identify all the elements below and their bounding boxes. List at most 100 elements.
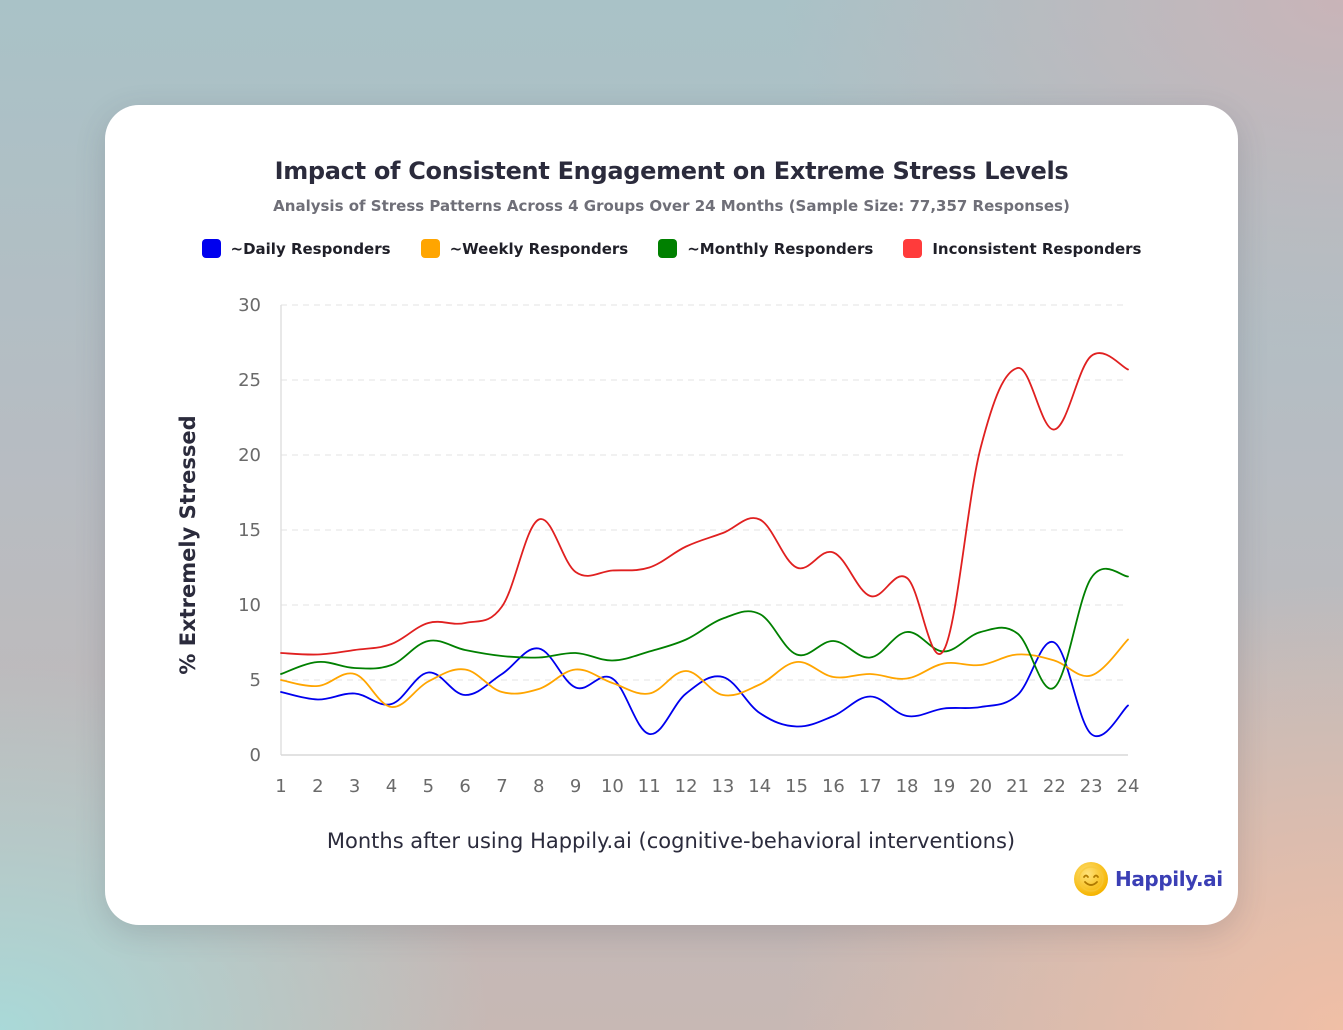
data-point bbox=[573, 650, 579, 656]
data-point bbox=[499, 689, 505, 695]
series-line-2 bbox=[280, 567, 1129, 690]
series-line-0 bbox=[280, 641, 1129, 738]
data-point bbox=[315, 683, 321, 689]
x-tick-label: 15 bbox=[785, 776, 808, 797]
data-point bbox=[425, 638, 431, 644]
data-point bbox=[941, 647, 947, 653]
y-axis-label: % Extremely Stressed bbox=[176, 415, 200, 674]
data-point bbox=[646, 691, 652, 697]
legend-label: ~Monthly Responders bbox=[687, 239, 874, 258]
y-tick-label: 30 bbox=[238, 295, 261, 316]
x-tick-label: 8 bbox=[533, 776, 544, 797]
y-tick-label: 20 bbox=[238, 445, 261, 466]
data-point bbox=[904, 713, 910, 719]
x-tick-label: 19 bbox=[932, 776, 955, 797]
x-tick-label: 11 bbox=[638, 776, 661, 797]
data-point bbox=[683, 668, 689, 674]
legend-swatch bbox=[903, 239, 923, 258]
x-tick-label: 7 bbox=[496, 776, 507, 797]
data-point bbox=[757, 710, 763, 716]
data-point bbox=[1015, 631, 1021, 637]
chart-subtitle: Analysis of Stress Patterns Across 4 Gro… bbox=[273, 197, 1070, 215]
data-point bbox=[278, 689, 284, 695]
legend-label: ~Weekly Responders bbox=[449, 239, 629, 258]
data-point bbox=[1088, 575, 1094, 581]
data-point bbox=[1015, 652, 1021, 658]
data-point bbox=[425, 679, 431, 685]
brand-logo: Happily.ai bbox=[1073, 861, 1223, 897]
data-point bbox=[1125, 703, 1131, 709]
data-point bbox=[646, 731, 652, 737]
data-point bbox=[536, 646, 542, 652]
y-tick-label: 10 bbox=[238, 595, 261, 616]
data-point bbox=[1125, 637, 1131, 643]
data-point bbox=[720, 616, 726, 622]
data-point bbox=[499, 604, 505, 610]
data-point bbox=[941, 661, 947, 667]
legend-item[interactable]: ~Weekly Responders bbox=[420, 239, 629, 258]
x-tick-label: 13 bbox=[711, 776, 734, 797]
data-point bbox=[646, 565, 652, 571]
data-point bbox=[1015, 692, 1021, 698]
data-point bbox=[536, 686, 542, 692]
data-point bbox=[757, 517, 763, 523]
data-point bbox=[388, 704, 394, 710]
series-line-3 bbox=[280, 352, 1129, 656]
data-point bbox=[978, 704, 984, 710]
data-point bbox=[1051, 640, 1057, 646]
data-point bbox=[757, 611, 763, 617]
grid-lines bbox=[281, 304, 1128, 681]
data-point bbox=[278, 677, 284, 683]
data-point bbox=[462, 620, 468, 626]
data-point bbox=[830, 713, 836, 719]
data-point bbox=[1051, 427, 1057, 433]
legend-item[interactable]: ~Daily Responders bbox=[201, 239, 391, 258]
legend-swatch bbox=[420, 239, 440, 258]
x-tick-label: 23 bbox=[1080, 776, 1103, 797]
data-point bbox=[867, 694, 873, 700]
data-point bbox=[462, 692, 468, 698]
data-point bbox=[867, 671, 873, 677]
chart-legend: ~Daily Responders ~Weekly Responders ~Mont… bbox=[105, 239, 1238, 258]
legend-swatch bbox=[658, 239, 678, 258]
data-point bbox=[388, 641, 394, 647]
x-tick-label: 12 bbox=[675, 776, 698, 797]
data-point bbox=[462, 647, 468, 653]
data-point bbox=[794, 659, 800, 665]
data-point bbox=[1051, 685, 1057, 691]
data-point bbox=[830, 638, 836, 644]
chart-title: Impact of Consistent Engagement on Extre… bbox=[274, 157, 1069, 185]
data-point bbox=[830, 674, 836, 680]
data-point bbox=[646, 649, 652, 655]
x-tick-label: 24 bbox=[1117, 776, 1140, 797]
x-tick-label: 16 bbox=[822, 776, 845, 797]
x-tick-label: 20 bbox=[969, 776, 992, 797]
legend-item[interactable]: Inconsistent Responders bbox=[903, 239, 1141, 258]
data-point bbox=[794, 565, 800, 571]
data-point bbox=[388, 662, 394, 668]
legend-label: ~Daily Responders bbox=[230, 239, 391, 258]
data-point bbox=[720, 674, 726, 680]
y-tick-label: 5 bbox=[250, 670, 261, 691]
data-point bbox=[315, 697, 321, 703]
data-point bbox=[536, 655, 542, 661]
data-point bbox=[573, 685, 579, 691]
data-point bbox=[425, 620, 431, 626]
data-point bbox=[499, 653, 505, 659]
data-point bbox=[978, 445, 984, 451]
data-point bbox=[609, 658, 615, 664]
data-point bbox=[425, 670, 431, 676]
data-point bbox=[757, 682, 763, 688]
data-point bbox=[978, 662, 984, 668]
legend-item[interactable]: ~Monthly Responders bbox=[658, 239, 873, 258]
data-point bbox=[1088, 673, 1094, 679]
x-tick-label: 1 bbox=[275, 776, 286, 797]
legend-swatch bbox=[201, 239, 221, 258]
x-tick-label: 6 bbox=[459, 776, 470, 797]
data-point bbox=[1088, 353, 1094, 359]
data-point bbox=[794, 652, 800, 658]
series-line-1 bbox=[280, 638, 1129, 708]
chart-card: Impact of Consistent Engagement on Extre… bbox=[105, 105, 1238, 925]
